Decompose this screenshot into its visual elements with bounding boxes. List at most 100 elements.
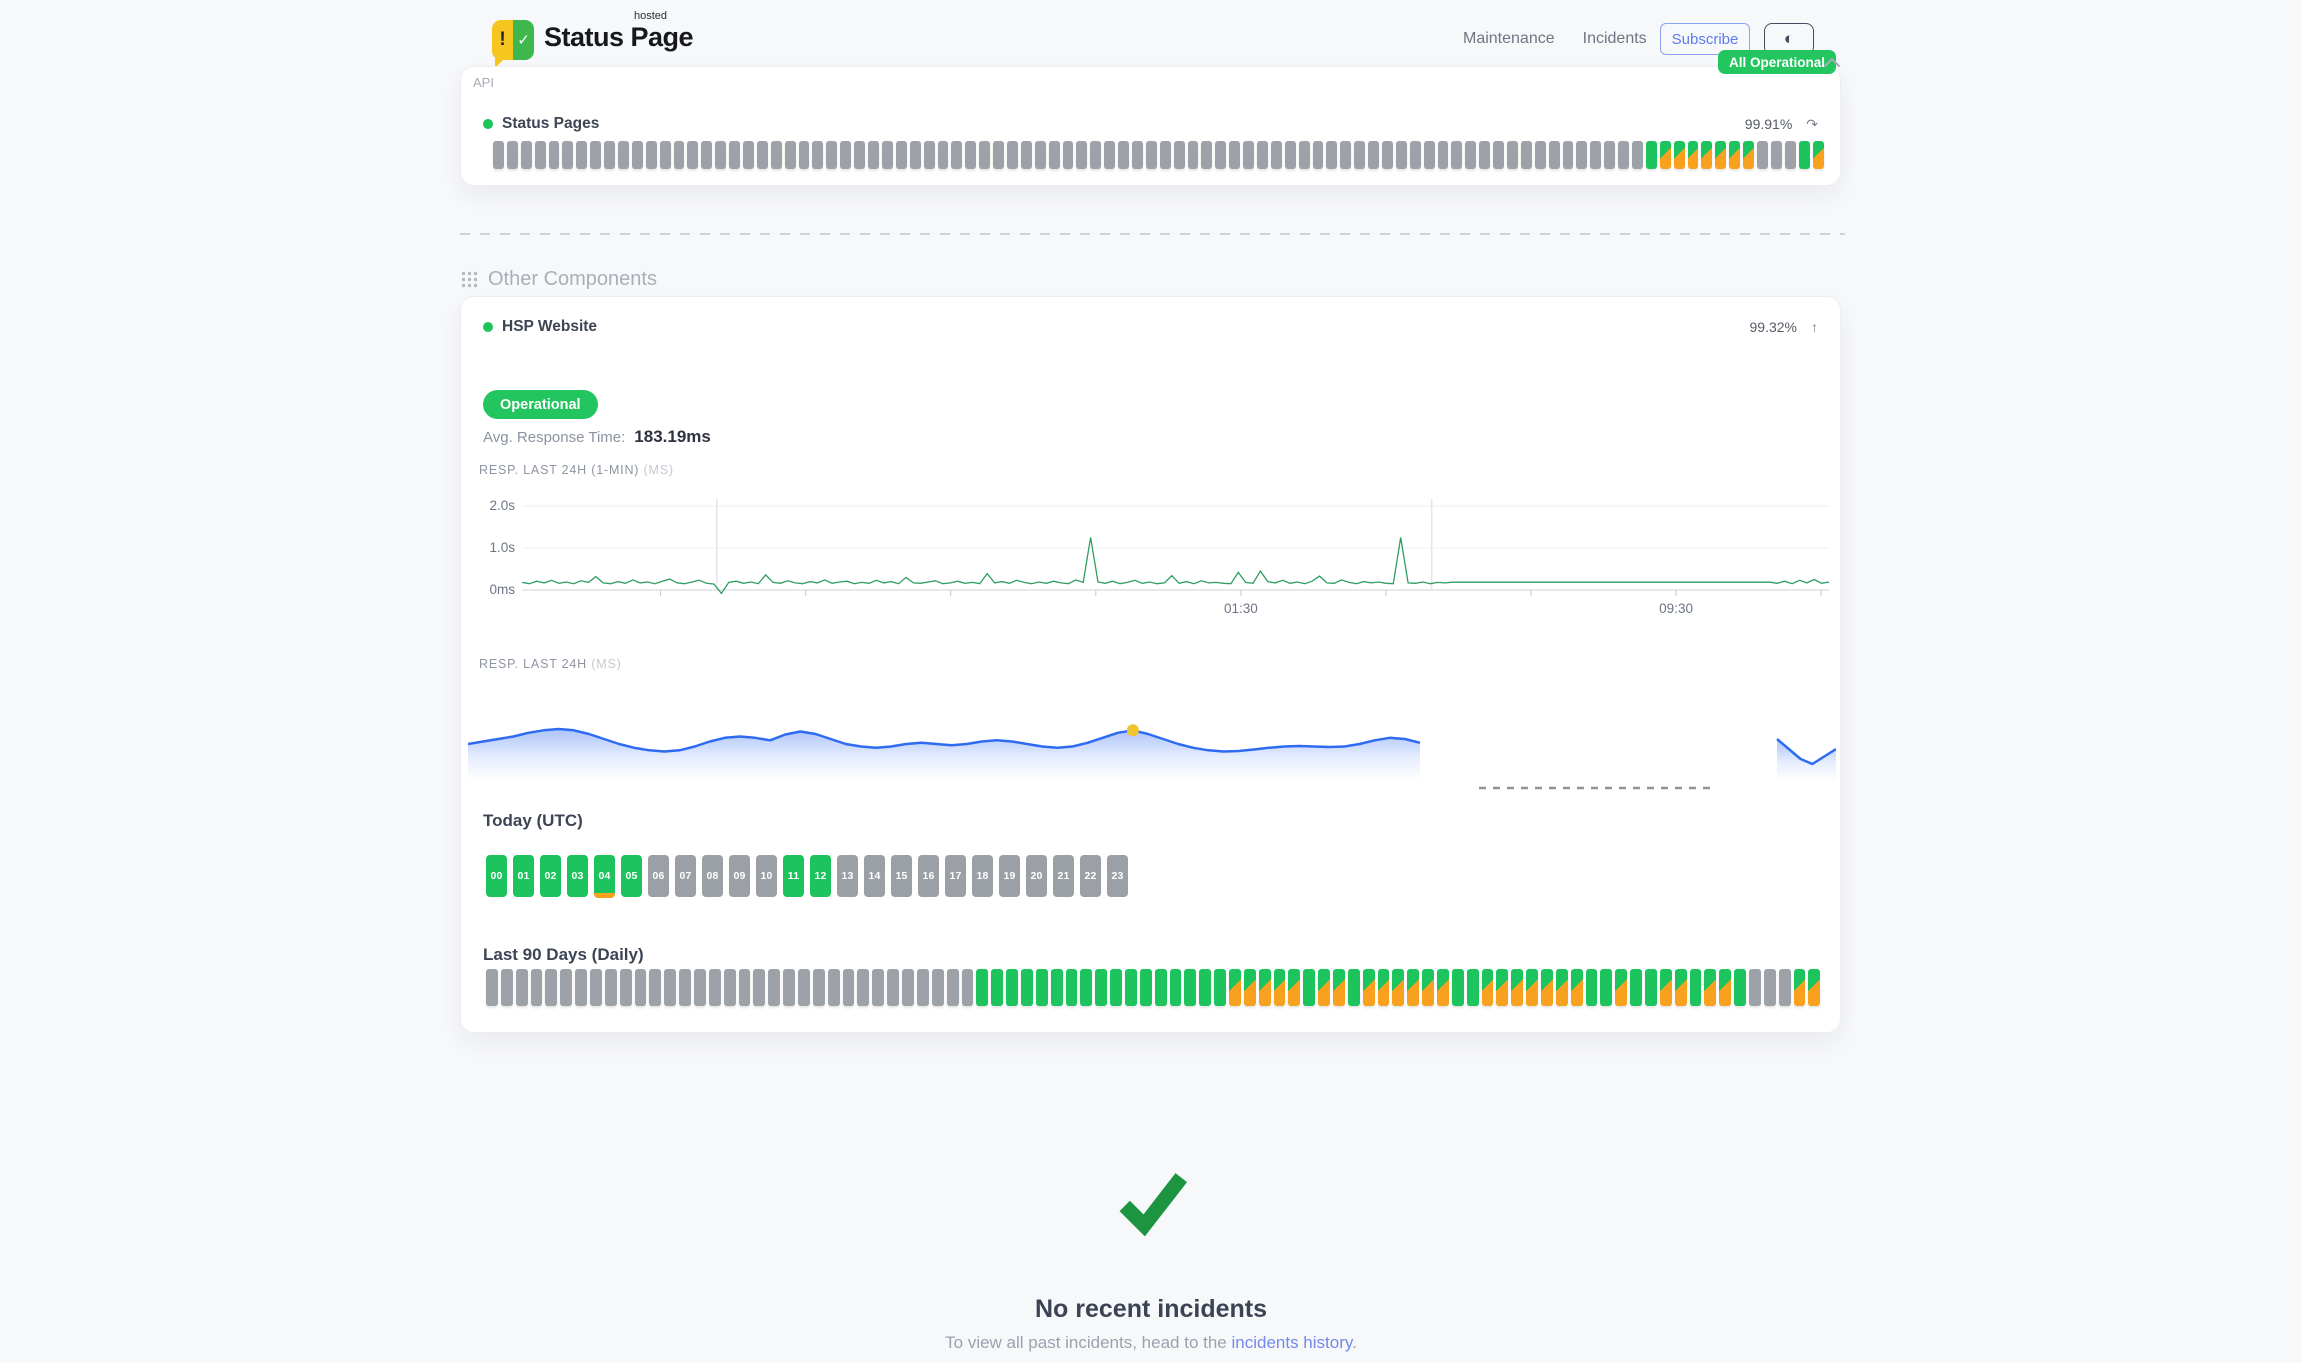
- daily-uptime-bar[interactable]: [1139, 969, 1152, 1006]
- daily-uptime-bar[interactable]: [1674, 969, 1687, 1006]
- daily-uptime-bar[interactable]: [1511, 969, 1524, 1006]
- uptime-bar[interactable]: [1534, 141, 1546, 169]
- uptime-bar[interactable]: [576, 141, 588, 169]
- uptime-bar[interactable]: [1243, 141, 1254, 169]
- hour-block-14[interactable]: 14: [864, 855, 885, 897]
- uptime-bar[interactable]: [868, 141, 879, 169]
- daily-uptime-bar[interactable]: [486, 969, 498, 1006]
- daily-uptime-bar[interactable]: [634, 969, 647, 1006]
- uptime-bar[interactable]: [1201, 141, 1213, 169]
- uptime-bar[interactable]: [965, 141, 977, 169]
- daily-uptime-bar[interactable]: [1585, 969, 1598, 1006]
- uptime-bar[interactable]: [1215, 141, 1227, 169]
- uptime-bar[interactable]: [1757, 141, 1768, 169]
- daily-uptime-bar[interactable]: [1630, 969, 1643, 1006]
- uptime-bar[interactable]: [1090, 141, 1102, 169]
- uptime-bar[interactable]: [1131, 141, 1143, 169]
- uptime-bar[interactable]: [1006, 141, 1018, 169]
- daily-uptime-bar[interactable]: [857, 969, 870, 1006]
- uptime-bar[interactable]: [1798, 141, 1810, 169]
- incidents-history-link[interactable]: incidents history: [1231, 1333, 1353, 1352]
- uptime-bar[interactable]: [756, 141, 768, 169]
- uptime-bar[interactable]: [1062, 141, 1074, 169]
- uptime-bar[interactable]: [1770, 141, 1782, 169]
- uptime-bar[interactable]: [673, 141, 685, 169]
- uptime-bar[interactable]: [1284, 141, 1296, 169]
- daily-uptime-bar[interactable]: [1422, 969, 1434, 1006]
- daily-uptime-bar[interactable]: [1704, 969, 1717, 1006]
- daily-uptime-bar[interactable]: [1095, 969, 1108, 1006]
- uptime-bar[interactable]: [1326, 141, 1338, 169]
- uptime-bar[interactable]: [1298, 141, 1310, 169]
- daily-uptime-bar[interactable]: [1362, 969, 1375, 1006]
- daily-uptime-bar[interactable]: [1035, 969, 1048, 1006]
- daily-uptime-bar[interactable]: [783, 969, 796, 1006]
- daily-uptime-bar[interactable]: [679, 969, 692, 1006]
- daily-uptime-bar[interactable]: [649, 969, 662, 1006]
- daily-uptime-bar[interactable]: [1199, 969, 1212, 1006]
- chart-marker-dot[interactable]: [1126, 724, 1139, 737]
- uptime-bar[interactable]: [1465, 141, 1477, 169]
- daily-uptime-bar[interactable]: [545, 969, 558, 1006]
- uptime-bar[interactable]: [1493, 141, 1505, 169]
- uptime-bar[interactable]: [951, 141, 963, 169]
- daily-uptime-bar[interactable]: [916, 969, 929, 1006]
- daily-uptime-bar[interactable]: [1526, 969, 1539, 1006]
- uptime-bar[interactable]: [1687, 141, 1699, 169]
- uptime-bar[interactable]: [1173, 141, 1185, 169]
- hour-block-22[interactable]: 22: [1080, 855, 1101, 897]
- uptime-bar[interactable]: [1659, 141, 1671, 169]
- daily-uptime-bar[interactable]: [1466, 969, 1479, 1006]
- daily-uptime-bar[interactable]: [1645, 969, 1657, 1006]
- hour-block-01[interactable]: 01: [513, 855, 534, 897]
- daily-uptime-bar[interactable]: [1719, 969, 1732, 1006]
- daily-uptime-bar[interactable]: [530, 969, 543, 1006]
- daily-uptime-bar[interactable]: [812, 969, 825, 1006]
- uptime-bar[interactable]: [1020, 141, 1032, 169]
- daily-uptime-bar[interactable]: [931, 969, 944, 1006]
- daily-uptime-bar[interactable]: [1243, 969, 1256, 1006]
- daily-uptime-bar[interactable]: [1734, 969, 1747, 1006]
- daily-uptime-bar[interactable]: [590, 969, 602, 1006]
- uptime-bar[interactable]: [506, 141, 518, 169]
- daily-uptime-bar[interactable]: [500, 969, 513, 1006]
- daily-uptime-bar[interactable]: [961, 969, 974, 1006]
- uptime-bar[interactable]: [687, 141, 699, 169]
- uptime-bar[interactable]: [1632, 141, 1643, 169]
- uptime-bar[interactable]: [493, 141, 504, 169]
- chevron-up-icon[interactable]: [1823, 55, 1841, 74]
- daily-uptime-bar[interactable]: [1377, 969, 1390, 1006]
- hour-block-12[interactable]: 12: [810, 855, 831, 897]
- uptime-bar[interactable]: [1507, 141, 1518, 169]
- daily-uptime-bar[interactable]: [946, 969, 959, 1006]
- daily-uptime-bar[interactable]: [619, 969, 632, 1006]
- daily-uptime-bar[interactable]: [1258, 969, 1271, 1006]
- daily-uptime-bar[interactable]: [738, 969, 751, 1006]
- uptime-bar[interactable]: [881, 141, 893, 169]
- uptime-bar[interactable]: [645, 141, 657, 169]
- uptime-bar[interactable]: [1118, 141, 1129, 169]
- uptime-bar[interactable]: [1729, 141, 1741, 169]
- hour-block-11[interactable]: 11: [783, 855, 804, 897]
- uptime-bar[interactable]: [979, 141, 991, 169]
- daily-uptime-bar[interactable]: [515, 969, 528, 1006]
- hour-block-17[interactable]: 17: [945, 855, 966, 897]
- daily-uptime-bar[interactable]: [1778, 969, 1791, 1006]
- hour-block-02[interactable]: 02: [540, 855, 561, 897]
- uptime-bar[interactable]: [1312, 141, 1324, 169]
- daily-uptime-bar[interactable]: [1006, 969, 1018, 1006]
- uptime-bar[interactable]: [1229, 141, 1241, 169]
- daily-uptime-bar[interactable]: [1169, 969, 1182, 1006]
- uptime-bar[interactable]: [854, 141, 866, 169]
- uptime-bar[interactable]: [923, 141, 935, 169]
- daily-uptime-bar[interactable]: [1808, 969, 1821, 1006]
- uptime-bar[interactable]: [1562, 141, 1574, 169]
- response-chart-1min[interactable]: 01:30 09:30 2.0s 1.0s 0ms: [477, 493, 1833, 623]
- daily-uptime-bar[interactable]: [723, 969, 736, 1006]
- daily-uptime-bar[interactable]: [708, 969, 721, 1006]
- daily-uptime-bar[interactable]: [842, 969, 855, 1006]
- daily-uptime-bar[interactable]: [1437, 969, 1449, 1006]
- daily-uptime-bar[interactable]: [1332, 969, 1345, 1006]
- uptime-bar[interactable]: [1034, 141, 1046, 169]
- daily-uptime-bar[interactable]: [1228, 969, 1241, 1006]
